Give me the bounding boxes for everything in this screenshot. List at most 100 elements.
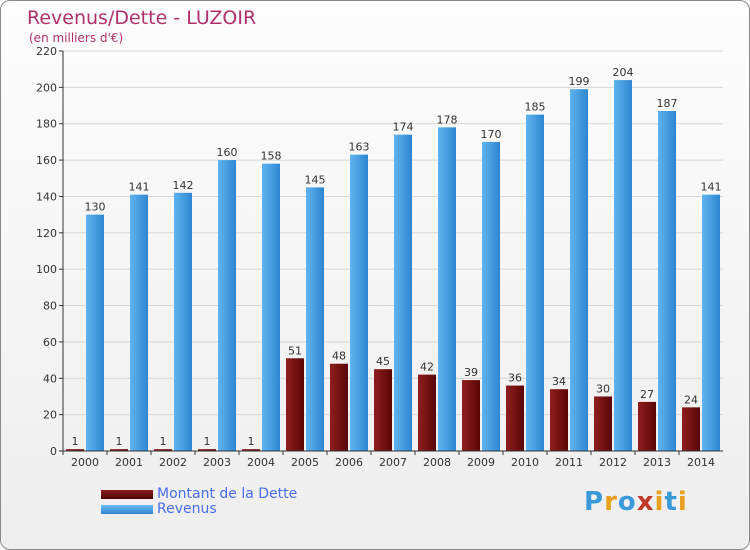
bar-dette [110, 449, 128, 451]
data-label-dette: 36 [508, 372, 522, 385]
bar-dette [66, 449, 84, 451]
y-tick-label: 200 [36, 81, 57, 94]
data-label-dette: 24 [684, 393, 698, 406]
chart-title: Revenus/Dette - LUZOIR [27, 7, 257, 29]
bar-revenus [174, 192, 192, 451]
x-tick-label: 2004 [247, 456, 275, 469]
bar-revenus [394, 134, 412, 452]
bar-dette [682, 407, 700, 451]
y-tick-label: 20 [43, 409, 57, 422]
bar-dette [330, 363, 348, 451]
x-tick-label: 2012 [599, 456, 627, 469]
data-label-revenus: 130 [85, 201, 106, 214]
y-tick-label: 60 [43, 336, 57, 349]
bar-dette [462, 380, 480, 451]
x-tick-label: 2013 [643, 456, 671, 469]
data-label-dette: 1 [72, 435, 79, 448]
logo-letter: P [584, 487, 605, 517]
logo-letter: i [654, 487, 665, 517]
logo-letter: o [617, 487, 637, 517]
bar-revenus [658, 111, 676, 451]
x-tick-label: 2009 [467, 456, 495, 469]
bar-dette [154, 449, 172, 451]
data-label-dette: 42 [420, 361, 434, 374]
x-tick-label: 2008 [423, 456, 451, 469]
y-tick-label: 160 [36, 154, 57, 167]
data-label-revenus: 187 [657, 97, 678, 110]
y-tick-label: 180 [36, 118, 57, 131]
data-label-revenus: 170 [481, 128, 502, 141]
data-label-dette: 27 [640, 388, 654, 401]
legend-swatch-revenus [101, 505, 153, 514]
legend-label-dette: Montant de la Dette [157, 486, 298, 502]
bar-dette [198, 449, 216, 451]
data-label-revenus: 142 [173, 179, 194, 192]
data-label-dette: 34 [552, 375, 566, 388]
y-tick-label: 220 [36, 45, 57, 58]
data-label-dette: 39 [464, 366, 478, 379]
x-tick-label: 2003 [203, 456, 231, 469]
x-tick-label: 2014 [687, 456, 715, 469]
data-label-revenus: 141 [129, 181, 150, 194]
bar-revenus [482, 141, 500, 451]
bar-revenus [218, 160, 236, 451]
data-label-dette: 1 [248, 435, 255, 448]
logo-letter: t [664, 487, 678, 517]
chart-subtitle: (en milliers d'€) [29, 31, 124, 45]
bar-dette [594, 396, 612, 451]
bar-revenus [702, 194, 720, 452]
y-tick-label: 140 [36, 190, 57, 203]
bar-revenus [526, 114, 544, 452]
x-tick-label: 2000 [71, 456, 99, 469]
data-label-dette: 48 [332, 350, 346, 363]
proxiti-logo: Proxiti [584, 487, 688, 517]
data-label-dette: 1 [204, 435, 211, 448]
y-tick-label: 100 [36, 263, 57, 276]
data-label-revenus: 158 [261, 150, 282, 163]
data-label-dette: 1 [116, 435, 123, 448]
bar-dette [506, 385, 524, 451]
y-tick-label: 120 [36, 227, 57, 240]
bar-revenus [130, 194, 148, 452]
bar-dette [242, 449, 260, 451]
bar-dette [418, 374, 436, 451]
data-label-revenus: 185 [525, 101, 546, 114]
data-label-revenus: 145 [305, 173, 326, 186]
bar-revenus [570, 89, 588, 451]
logo-letter: i [677, 487, 688, 517]
bar-dette [286, 358, 304, 451]
x-tick-label: 2005 [291, 456, 319, 469]
data-label-revenus: 141 [701, 181, 722, 194]
bar-revenus [262, 163, 280, 451]
x-tick-label: 2001 [115, 456, 143, 469]
logo-letter: x [636, 487, 655, 517]
x-tick-label: 2007 [379, 456, 407, 469]
bar-dette [638, 401, 656, 451]
bar-dette [550, 389, 568, 451]
bar-revenus [350, 154, 368, 452]
bar-revenus [86, 214, 104, 451]
y-tick-label: 0 [50, 445, 57, 458]
data-label-dette: 45 [376, 355, 390, 368]
data-label-revenus: 204 [613, 66, 634, 79]
data-label-dette: 30 [596, 382, 610, 395]
data-label-revenus: 178 [437, 113, 458, 126]
bar-revenus [306, 187, 324, 451]
data-label-revenus: 160 [217, 146, 238, 159]
data-label-revenus: 163 [349, 141, 370, 154]
data-label-revenus: 199 [569, 75, 590, 88]
bar-dette [374, 369, 392, 451]
bar-revenus [438, 127, 456, 451]
data-label-revenus: 174 [393, 121, 414, 134]
logo-letter: r [604, 487, 618, 517]
legend-label-revenus: Revenus [157, 501, 217, 517]
y-tick-label: 40 [43, 372, 57, 385]
x-tick-label: 2006 [335, 456, 363, 469]
legend-swatch-dette [101, 490, 153, 499]
bar-revenus [614, 80, 632, 451]
y-tick-label: 80 [43, 300, 57, 313]
x-tick-label: 2011 [555, 456, 583, 469]
data-label-dette: 51 [288, 344, 302, 357]
